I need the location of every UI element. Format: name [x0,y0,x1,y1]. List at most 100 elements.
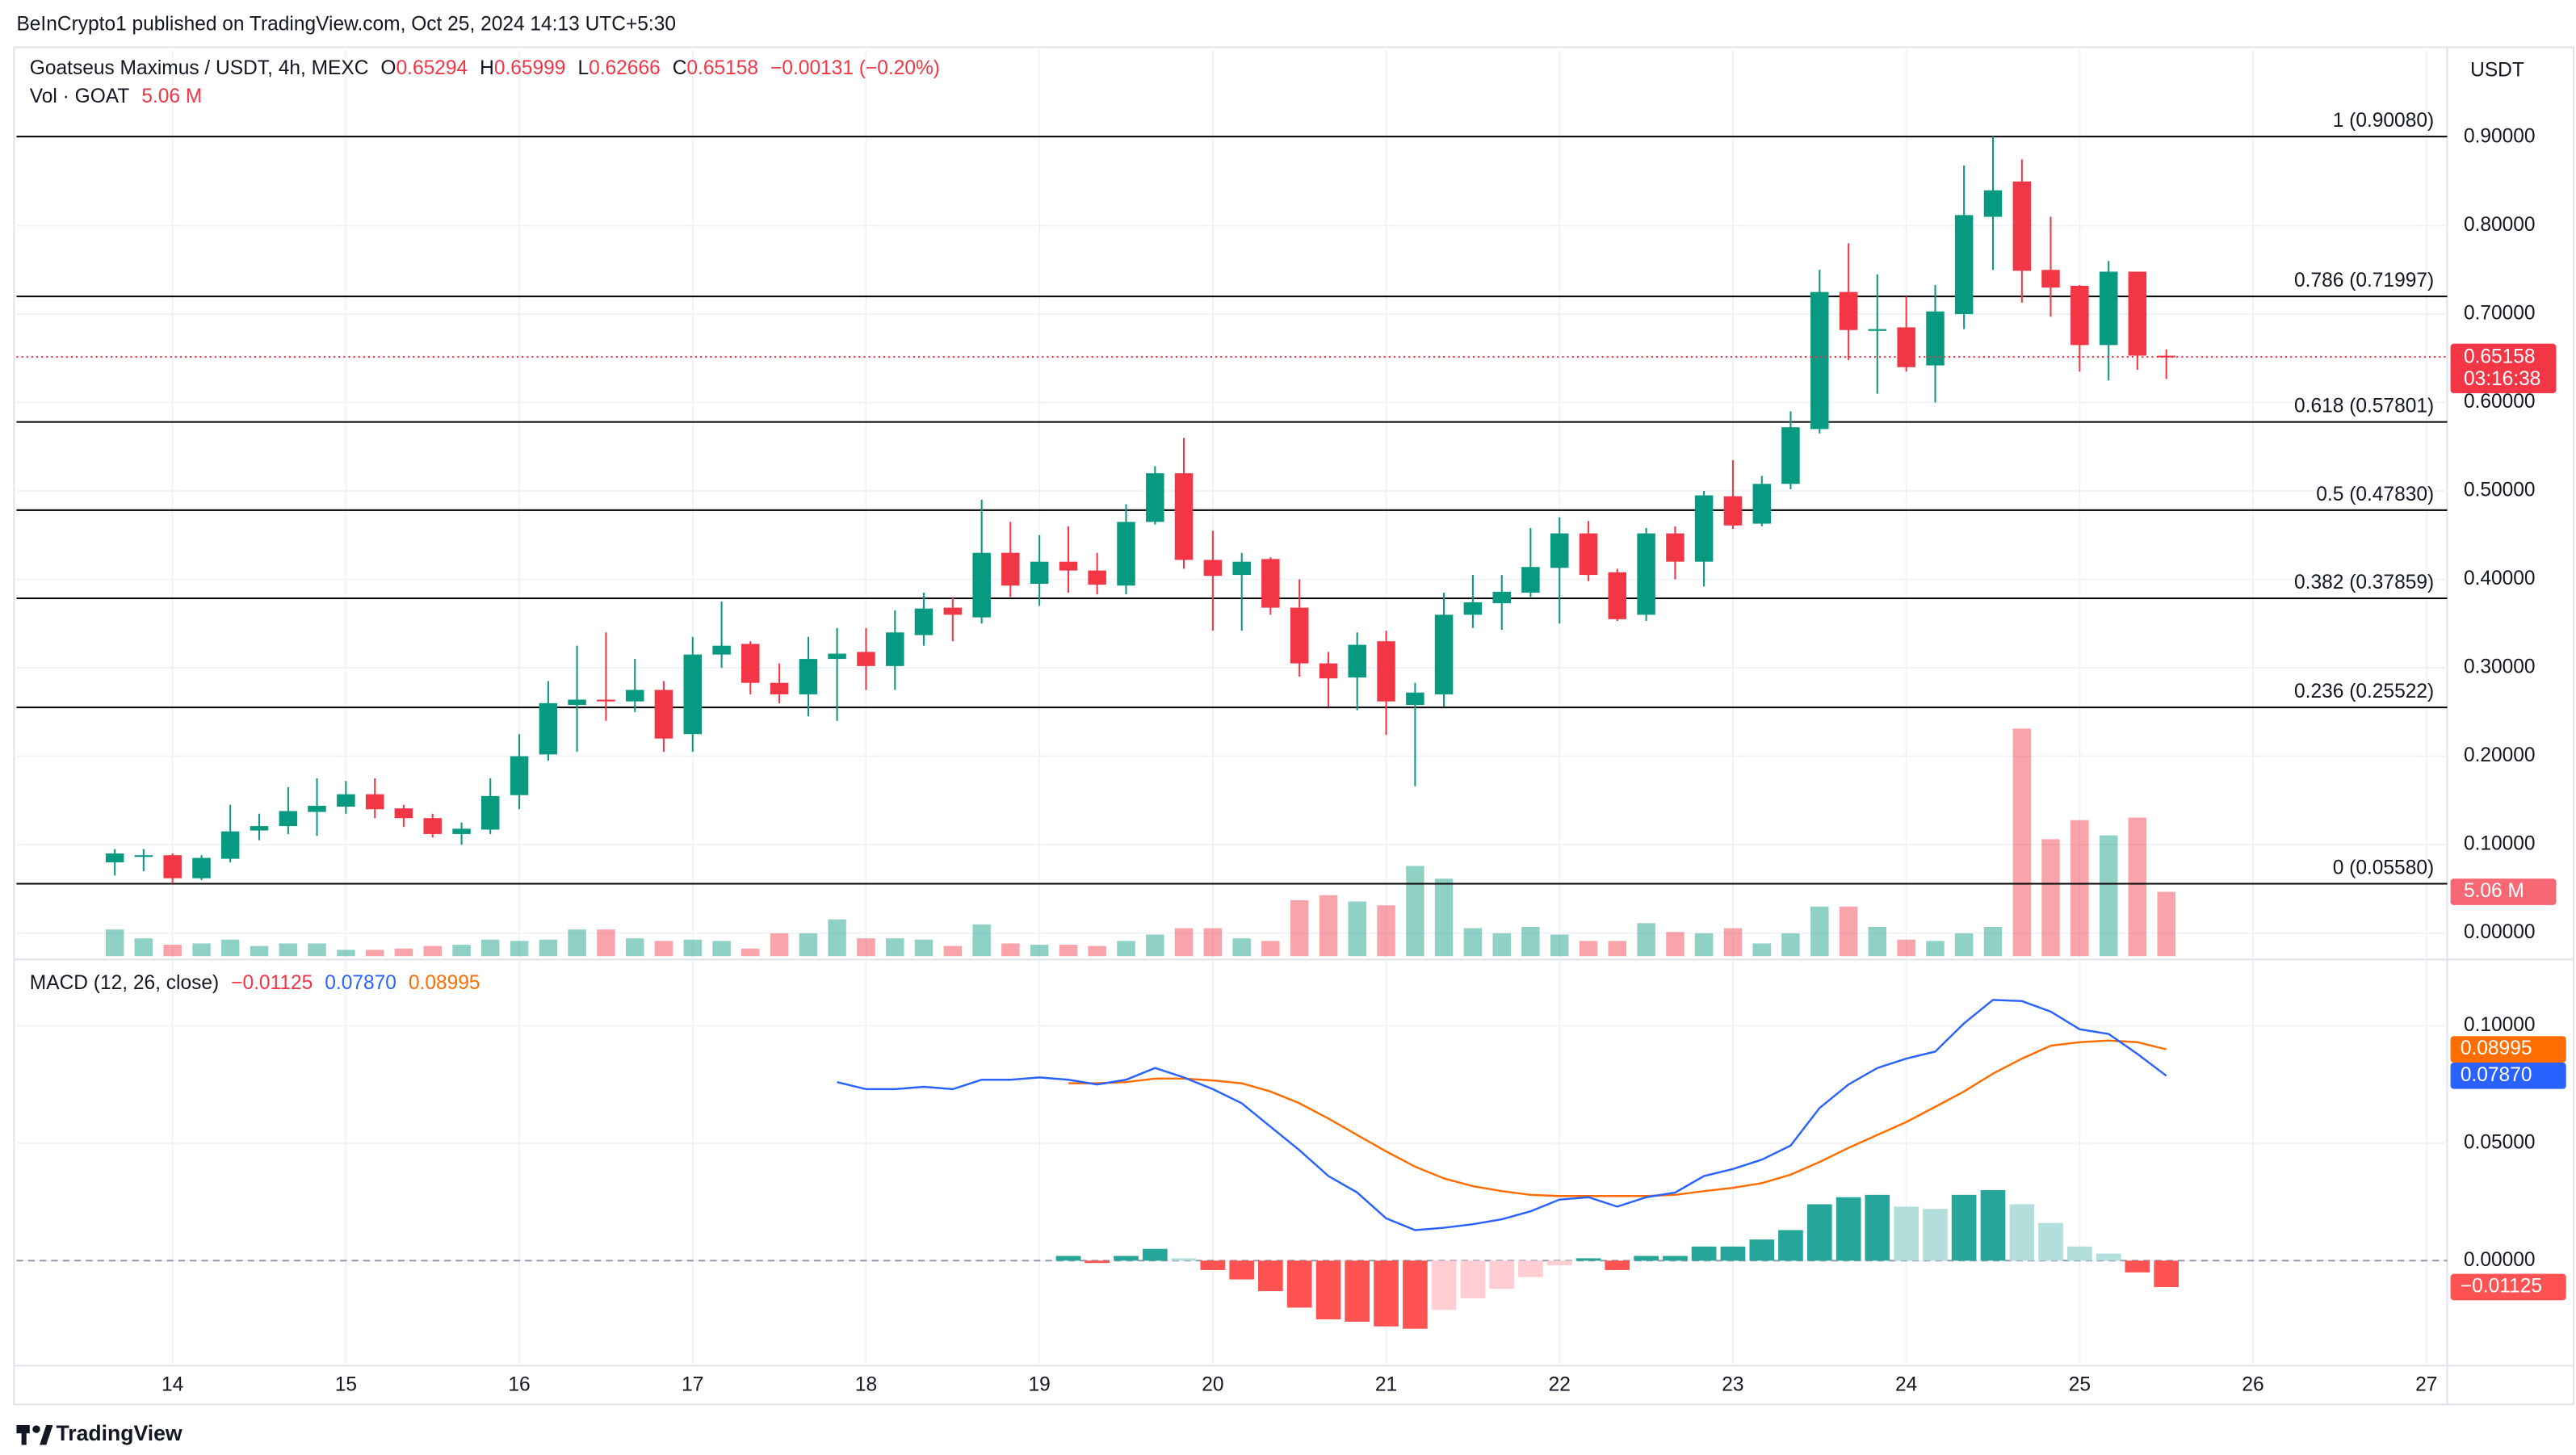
candle-body [1868,329,1887,331]
macd-title: MACD (12, 26, close) [30,972,219,994]
candle-body [1203,560,1223,577]
volume-bar [683,939,703,957]
x-tick-label: 15 [335,1373,357,1395]
histogram-bar [1143,1248,1168,1261]
histogram-bar [1663,1256,1688,1261]
volume-bar [1377,905,1395,957]
x-tick-label: 25 [2069,1373,2091,1395]
candle-body [510,756,529,795]
volume-bar [365,950,384,957]
histogram-bar [1865,1194,1890,1261]
candle-body [886,632,904,666]
signal-line [1068,1039,2167,1197]
candle-body [220,831,240,859]
ohlc-value: 0.65999 [494,58,566,80]
candle-body [857,652,875,666]
candle-body [1521,567,1540,593]
candle-body [2070,285,2089,346]
candle-body [1839,291,1858,330]
signal-tag [2450,1036,2566,1063]
volume-bar [423,946,442,957]
histogram-tag [2450,1273,2566,1301]
histogram-bar [1923,1209,1948,1261]
y-tick-label: 0.10000 [2464,1014,2536,1036]
candle-body [1723,496,1743,526]
volume-bar [2157,891,2175,957]
candle-body [423,818,442,834]
x-tick-label: 14 [162,1373,183,1395]
volume-bar [1897,939,1915,957]
volume-value: 5.06 M [141,86,202,107]
candle-body [1406,692,1424,706]
volume-tag-label: 5.06 M [2464,880,2524,902]
candle-body [1550,533,1569,568]
plot-layer: 14 15 16 17 18 19 20 21 22 23 24 25 26 27 0.00000 0.100… [16,49,2566,1395]
histogram-bar [1951,1194,1977,1261]
volume-bar [1492,933,1512,957]
candle-body [163,855,182,878]
volume-bar [1983,927,2003,957]
volume-bar [1319,895,1338,957]
candle-body [452,828,471,834]
volume-bar [163,945,182,957]
y-tick-label: 0.10000 [2464,833,2536,855]
candle-body [1694,495,1714,562]
macd-tag-label: 0.07870 [2461,1064,2532,1086]
y-tick-label: 0.50000 [2464,480,2536,501]
fib-label: 1 (0.90080) [2333,110,2434,132]
candle-body [1117,522,1135,586]
candle-body [1983,190,2003,217]
volume-bar [770,933,789,957]
y-tick-label: 0.00000 [2464,1249,2536,1271]
volume-bar [1694,933,1714,957]
histogram-bar [1894,1206,1919,1261]
candle-body [683,654,703,735]
volume-bar [799,933,818,957]
logo-part [40,1424,53,1445]
volume-bar [597,929,615,957]
candle-body [2041,270,2060,288]
volume-bar [510,941,529,957]
candle-body [1261,559,1280,608]
currency: USDT [2470,60,2524,82]
x-tick-label: 21 [1375,1373,1397,1395]
ohlc-value: 0.65294 [396,58,468,80]
volume-bar [972,924,991,957]
x-tick-label: 17 [682,1373,703,1395]
candle-body [1666,533,1684,562]
candle-body [192,857,211,878]
candle-body [539,702,558,755]
candle-body [1579,533,1598,576]
macd-value: 0.07870 [325,972,396,994]
volume-bar [2099,835,2118,957]
volume-bar [712,941,731,957]
volume-bar [1781,933,1800,957]
candle-body [1290,607,1309,664]
candle-body [1781,427,1800,484]
candle-body [1434,614,1454,694]
publisher: BeInCrypto1 published on TradingView.com… [16,13,676,35]
volume-bar [1232,938,1251,957]
candle-body [279,811,298,827]
volume-bar [943,946,963,957]
y-tick-label: 0.80000 [2464,214,2536,236]
y-tick-label: 0.30000 [2464,656,2536,678]
histogram-bar [1546,1260,1572,1266]
histogram-bar [2154,1260,2180,1288]
histogram-bar [1114,1256,1139,1261]
histogram-bar [1258,1260,1283,1292]
countdown: 03:16:38 [2464,368,2540,390]
x-tick-label: 16 [508,1373,530,1395]
volume-bar [1810,906,1829,957]
volume-bar [626,938,644,957]
volume-bar [1261,941,1280,957]
y-tick-label: 0.20000 [2464,744,2536,766]
volume-bar [886,938,904,957]
candle-body [1752,484,1772,524]
candle-body [1174,473,1194,560]
volume-bar [1463,928,1483,957]
candle-body [1897,327,1915,367]
candle-body [1608,572,1626,619]
volume-tag [2450,878,2557,905]
